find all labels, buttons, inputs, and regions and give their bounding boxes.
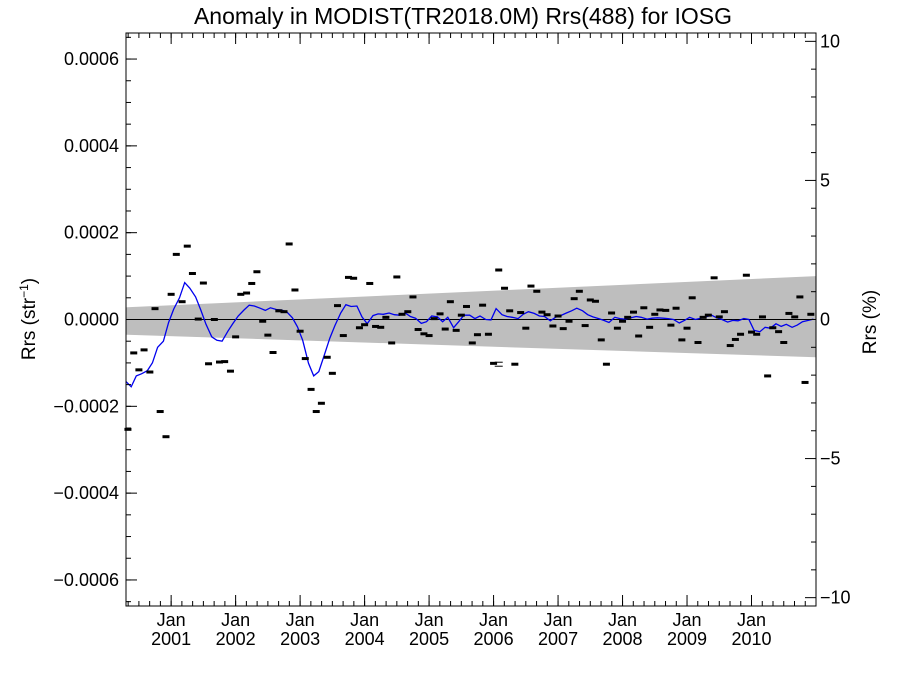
y-axis-label-left: Rrs (str−1) (17, 278, 40, 360)
x-axis: Jan2001Jan2002Jan2003Jan2004Jan2005Jan20… (127, 33, 817, 649)
x-tick-label-month: Jan (673, 610, 702, 630)
y-axis-label-right: Rrs (%) (860, 290, 881, 354)
y-axis-label-superscript: −1 (17, 284, 31, 298)
y-tick-label: 0.0004 (64, 136, 119, 156)
y-tick-label: 0.0000 (64, 310, 119, 330)
x-tick-label-year: 2005 (409, 629, 449, 649)
y-tick-label: −0.0004 (53, 483, 119, 503)
y-tick-label: −0.0006 (53, 570, 119, 590)
x-tick-label-month: Jan (608, 610, 637, 630)
y-axis-left: 0.0006 0.0004 0.0002 0.0000 −0.0002 −0.0004 −0… (53, 36, 137, 603)
x-tick-label-month: Jan (350, 610, 379, 630)
x-tick-label-year: 2006 (474, 629, 514, 649)
x-tick-label-year: 2008 (603, 629, 643, 649)
y2-tick-label: 0 (820, 310, 830, 330)
x-tick-label-month: Jan (544, 610, 573, 630)
y2-tick-label: 5 (820, 170, 830, 190)
y2-tick-label: −5 (820, 449, 841, 469)
y-axis-label-close: ) (19, 278, 40, 284)
y-tick-label: 0.0002 (64, 223, 119, 243)
x-tick-label-year: 2004 (345, 629, 385, 649)
x-tick-label-year: 2007 (538, 629, 578, 649)
x-tick-label-year: 2010 (731, 629, 771, 649)
y-tick-label: −0.0002 (53, 396, 119, 416)
x-tick-label-month: Jan (221, 610, 250, 630)
y-axis-label-main: Rrs (str (19, 297, 40, 360)
x-tick-label-year: 2003 (280, 629, 320, 649)
x-tick-label-month: Jan (479, 610, 508, 630)
y-tick-label: 0.0006 (64, 49, 119, 69)
x-tick-label-year: 2002 (216, 629, 256, 649)
x-tick-label-month: Jan (286, 610, 315, 630)
y2-tick-label: 10 (820, 31, 840, 51)
chart-title: Anomaly in MODIST(TR2018.0M) Rrs(488) fo… (194, 3, 732, 29)
running-mean-line (125, 281, 814, 388)
plot-area (124, 32, 817, 607)
monthly-marker-layer (124, 242, 815, 439)
x-tick-label-month: Jan (737, 610, 766, 630)
y2-tick-label: −10 (820, 588, 851, 608)
x-tick-label-year: 2009 (667, 629, 707, 649)
x-tick-label-month: Jan (415, 610, 444, 630)
y-axis-right: 10 5 0 −5 −10 (805, 31, 851, 608)
x-tick-label-year: 2001 (151, 629, 191, 649)
x-tick-label-month: Jan (157, 610, 186, 630)
running-mean-layer (125, 281, 814, 388)
